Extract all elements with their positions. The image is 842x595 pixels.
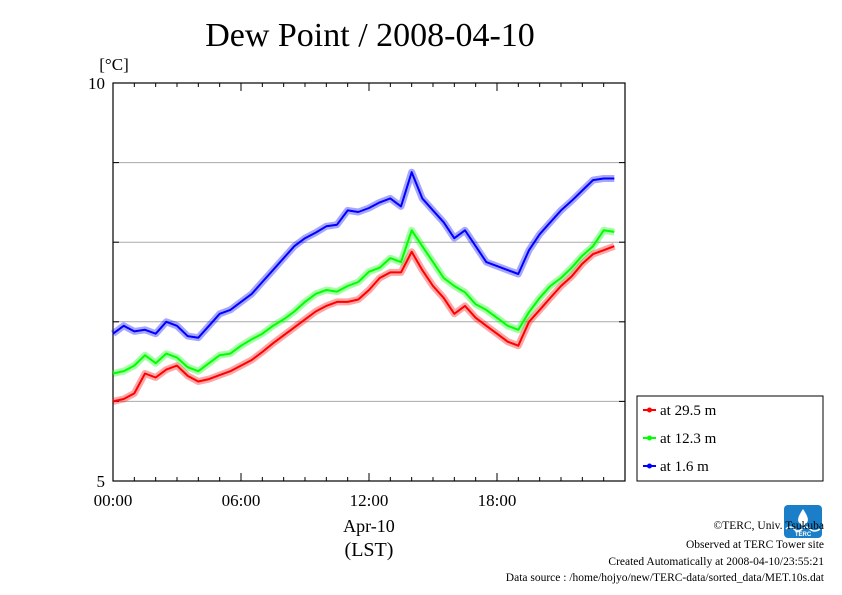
legend-box [636,395,824,482]
y-tick-label: 10 [88,74,105,93]
terc-logo-wave-icon [785,526,821,532]
observed-text: Observed at TERC Tower site [685,539,824,551]
legend-label: at 12.3 m [660,431,717,447]
legend-label: at 29.5 m [660,403,717,419]
legend: at 29.5 m at 12.3 m at 1.6 m [636,395,824,482]
copyright-text: ©TERC, Univ. Tsukuba [713,520,824,532]
x-tick-label: 00:00 [94,491,133,510]
plot-frame [112,82,626,482]
y-axis: 10 5 [88,74,625,491]
x-tick-label: 18:00 [478,491,517,510]
chart-title: Dew Point / 2008-04-10 [205,17,535,54]
series-line-halo [112,242,616,405]
series-line [112,245,615,403]
legend-marker [647,407,652,413]
series-line [112,171,615,339]
series-line [112,229,615,375]
legend-marker [647,435,652,441]
y-axis-label: [°C] [99,55,128,74]
x-axis-label-date: Apr-10 [343,516,395,536]
terc-logo: TERC [784,505,822,538]
terc-logo-drop-icon [798,509,808,526]
created-text: Created Automatically at 2008-04-10/23:5… [608,556,824,568]
x-axis-label-lst: (LST) [345,539,394,561]
legend-label: at 1.6 m [660,459,709,475]
data-source-text: Data source : /home/hojyo/new/TERC-data/… [505,572,824,584]
y-tick-label: 5 [97,472,106,491]
series-line-halo [112,226,615,377]
series-lines [110,168,616,405]
legend-marker [647,463,652,469]
x-tick-label: 12:00 [350,491,389,510]
grid-lines [113,162,625,402]
terc-logo-text: TERC [795,532,812,538]
x-tick-label: 06:00 [222,491,261,510]
x-axis: 00:00 06:00 12:00 18:00 [94,83,626,510]
